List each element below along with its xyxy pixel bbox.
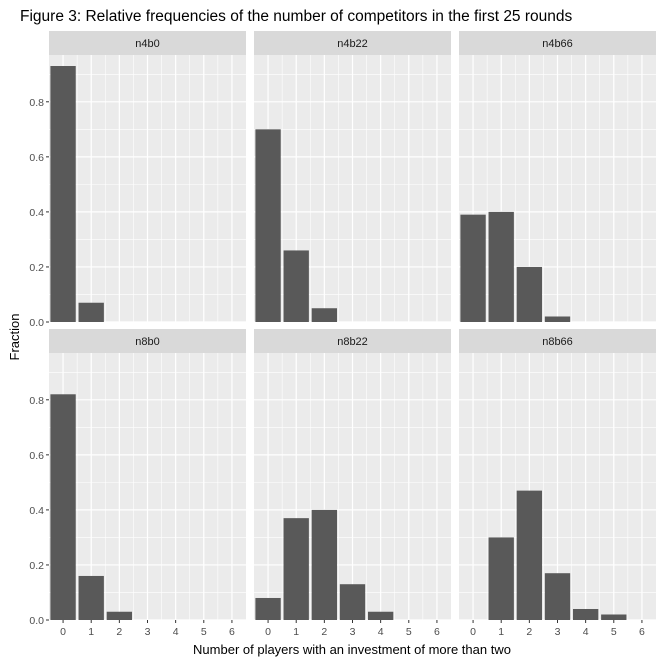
bar (311, 308, 338, 322)
x-tick-label: 6 (434, 626, 440, 638)
strip-background (254, 329, 451, 353)
bar (367, 611, 394, 620)
x-axis-title: Number of players with an investment of … (193, 642, 511, 657)
bar (572, 608, 599, 620)
strip-background (49, 31, 246, 55)
x-tick-label: 2 (526, 626, 532, 638)
y-tick-label: 0.6 (29, 450, 44, 462)
x-tick-label: 6 (229, 626, 235, 638)
x-tick-label: 3 (555, 626, 561, 638)
x-tick-label: 0 (470, 626, 476, 638)
y-tick-label: 0.0 (29, 317, 44, 329)
bar (516, 490, 543, 620)
strip-background (49, 329, 246, 353)
x-tick-label: 6 (639, 626, 645, 638)
strip-label: n4b66 (542, 38, 573, 50)
bar (339, 584, 366, 620)
bar (544, 316, 571, 322)
x-tick-label: 5 (611, 626, 617, 638)
x-tick-label: 1 (293, 626, 299, 638)
x-tick-label: 4 (378, 626, 384, 638)
strip-background (254, 31, 451, 55)
strip-label: n8b0 (135, 336, 159, 348)
y-tick-label: 0.8 (29, 97, 44, 109)
bar (50, 66, 76, 322)
bar (601, 614, 627, 620)
x-tick-label: 2 (321, 626, 327, 638)
facet-panel-n4b0: n4b0 (49, 31, 246, 323)
bar (78, 575, 104, 620)
strip-label: n4b22 (337, 38, 368, 50)
y-tick-label: 0.2 (29, 560, 44, 572)
x-tick-label: 0 (60, 626, 66, 638)
x-tick-label: 0 (265, 626, 271, 638)
x-tick-label: 3 (145, 626, 151, 638)
facet-panel-n8b0: n8b0 (49, 329, 246, 621)
x-tick-label: 1 (88, 626, 94, 638)
y-tick-label: 0.6 (29, 152, 44, 164)
bar (255, 129, 281, 322)
bar (78, 302, 104, 322)
bar (283, 250, 309, 322)
chart-title: Figure 3: Relative frequencies of the nu… (20, 8, 573, 25)
bar (311, 509, 338, 620)
bar (544, 573, 571, 620)
x-tick-label: 3 (350, 626, 356, 638)
facet-panel-n8b66: n8b66 (459, 329, 656, 621)
strip-background (459, 31, 656, 55)
x-tick-label: 5 (201, 626, 207, 638)
axes: 0.0 0.2 0.4 0.6 0.8 0.0 0.2 0.4 0.6 0.8 0 1 2 3 4 5 6 0 1 2… (29, 97, 645, 638)
x-tick-label: 1 (498, 626, 504, 638)
y-tick-label: 0.2 (29, 262, 44, 274)
bar (516, 266, 543, 322)
strip-label: n8b22 (337, 336, 368, 348)
bar (106, 611, 133, 620)
y-axis-title: Fraction (7, 314, 22, 361)
facet-panel-n4b22: n4b22 (254, 31, 451, 323)
bar (255, 597, 281, 620)
y-tick-label: 0.4 (29, 505, 44, 517)
y-tick-label: 0.8 (29, 395, 44, 407)
strip-label: n4b0 (135, 38, 159, 50)
bar (488, 537, 514, 620)
x-tick-label: 5 (406, 626, 412, 638)
bar (50, 394, 76, 620)
bar (460, 214, 486, 322)
y-tick-label: 0.4 (29, 207, 44, 219)
x-tick-label: 4 (583, 626, 589, 638)
strip-label: n8b66 (542, 336, 573, 348)
bar (283, 518, 309, 620)
strip-background (459, 329, 656, 353)
y-tick-label: 0.0 (29, 615, 44, 627)
facet-panel-n4b66: n4b66 (459, 31, 656, 323)
x-tick-label: 4 (173, 626, 179, 638)
x-tick-label: 2 (116, 626, 122, 638)
facet-panel-n8b22: n8b22 (254, 329, 451, 621)
bar (488, 211, 514, 322)
facet-panels: n4b0 n4b22 n4b66 n8b0 n8b22 n8b66 (49, 31, 656, 621)
